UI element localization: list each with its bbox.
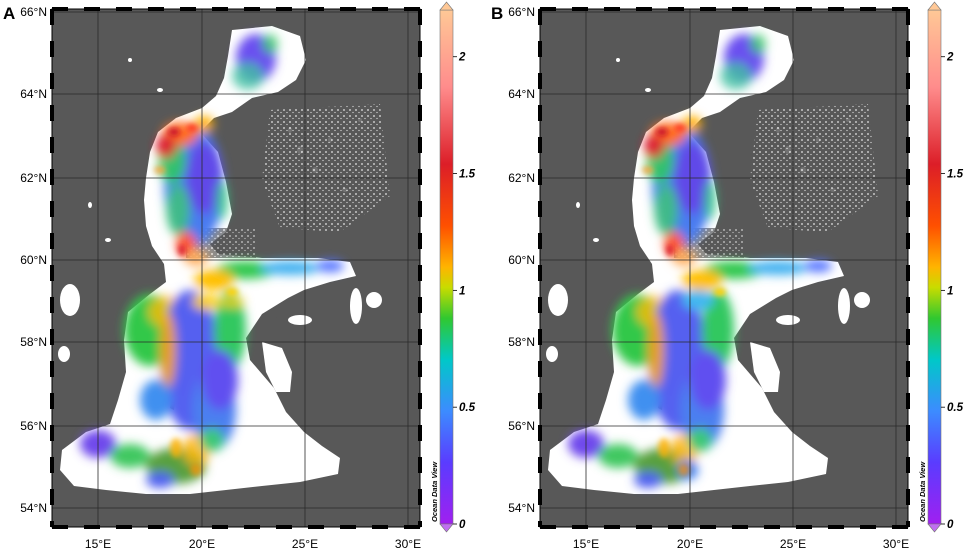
lake-district [750,104,878,232]
lake [366,292,382,308]
panel-label: A [3,4,16,23]
lake [105,238,111,242]
lon-tick-label: 30°E [883,537,909,551]
lat-tick-label: 54°N [20,501,47,515]
colorbar-tick-label: 2 [946,52,954,64]
lat-tick-label: 60°N [508,253,535,267]
colorbar: 2 1.5 1 0.5 0 Ocean Data View [918,1,964,533]
gulf-of-riga [262,342,292,392]
colorbar-tick-label: 0 [947,519,954,531]
lake [546,346,558,362]
lake [548,284,568,316]
lon-tick-label: 15°E [573,537,599,551]
watermark-text: Ocean Data View [918,461,927,522]
lat-tick-label: 60°N [20,253,47,267]
lake [616,58,620,62]
lake [645,88,651,92]
colorbar-tick-label: 2 [458,52,466,64]
lat-tick-label: 56°N [508,419,535,433]
lake [350,288,362,324]
lat-tick-label: 62°N [508,171,535,185]
lake [128,58,132,62]
lat-tick-label: 56°N [20,419,47,433]
lon-tick-label: 30°E [395,537,421,551]
lat-tick-label: 64°N [508,87,535,101]
lake [854,292,870,308]
graticule [540,9,908,527]
saaremaa [758,306,778,318]
lon-tick-label: 25°E [292,537,318,551]
lake-district [262,104,390,232]
lon-tick-label: 20°E [677,537,703,551]
lat-tick-label: 54°N [508,501,535,515]
lake [730,292,766,308]
colorbar-tick-label: 1 [459,285,465,297]
colorbar-tick-label: 0.5 [459,402,476,414]
map-figure: 66°N 64°N 62°N 60°N 58°N 56°N 54°N 15°E 20°E 25°E… [508,1,964,551]
lake [576,202,580,208]
lake [88,202,92,208]
map-figure: 66°N 64°N 62°N 60°N 58°N 56°N 54°N 15°E 20°E 25°E… [20,1,476,551]
saaremaa [270,306,290,318]
lat-tick-label: 62°N [20,171,47,185]
colorbar-top-arrow [439,1,454,11]
data-field [568,34,832,488]
colorbar-tick-label: 1.5 [459,169,476,181]
lake [242,292,278,308]
colorbar-top-arrow [927,1,942,11]
lon-tick-label: 15°E [85,537,111,551]
map-panel-b: B 66°N 64°N 62°N 60°N 58°N 56°N 54°N 15°E 20°E 25… [488,0,975,555]
colorbar-tick-label: 1 [947,285,953,297]
lake [838,288,850,324]
colorbar-tick-label: 0.5 [947,402,964,414]
map-frame [538,7,910,529]
lat-tick-label: 58°N [508,335,535,349]
data-field [80,34,344,488]
lake [58,346,70,362]
lake [288,315,312,325]
panel-label: B [491,4,504,23]
watermark-text: Ocean Data View [430,461,439,522]
map-panel-a: A 66°N 64°N 62°N 60°N 58°N 56°N 54°N 15°E 20°E 25… [0,0,487,555]
lake [157,88,163,92]
lat-tick-label: 58°N [20,335,47,349]
colorbar-tick-label: 0 [459,519,466,531]
lake [776,315,800,325]
lat-tick-label: 66°N [508,5,535,19]
lon-tick-label: 25°E [780,537,806,551]
lon-tick-label: 20°E [189,537,215,551]
colorbar: 2 1.5 1 0.5 0 Ocean Data View [430,1,476,533]
colorbar-tick-label: 1.5 [947,169,964,181]
colorbar-bottom-arrow [927,523,942,533]
map-frame [50,7,422,529]
lat-tick-label: 66°N [20,5,47,19]
lake [60,284,80,316]
graticule [52,9,420,527]
lake [593,238,599,242]
colorbar-bottom-arrow [439,523,454,533]
lat-tick-label: 64°N [20,87,47,101]
gulf-of-riga [750,342,780,392]
